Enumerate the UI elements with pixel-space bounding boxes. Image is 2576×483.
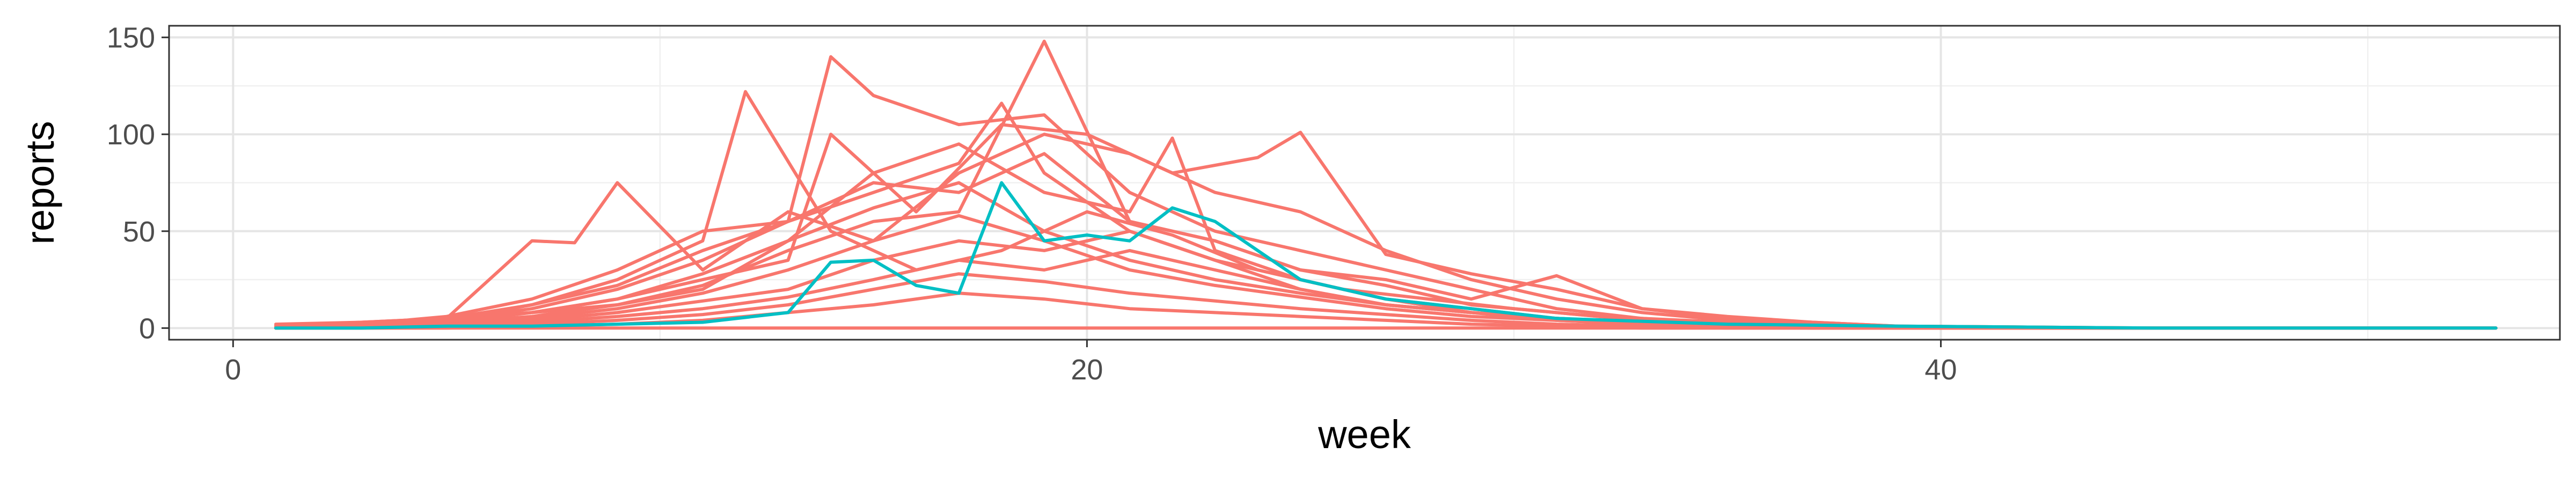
y-axis-title: reports <box>18 121 62 244</box>
axis-layer: 0 20 40 0 50 100 150 <box>107 22 1957 386</box>
x-tick-label: 40 <box>1924 354 1957 386</box>
x-tick-label: 20 <box>1071 354 1103 386</box>
series-layer <box>274 39 2498 330</box>
y-tick-label: 50 <box>123 216 155 248</box>
y-tick-label: 150 <box>107 22 155 54</box>
panel-border <box>168 25 2561 341</box>
x-axis-title: week <box>1318 412 1411 457</box>
y-tick-label: 0 <box>139 312 155 345</box>
y-tick-label: 100 <box>107 119 155 151</box>
x-tick-label: 0 <box>225 354 241 386</box>
series-line-16 <box>274 181 2498 330</box>
